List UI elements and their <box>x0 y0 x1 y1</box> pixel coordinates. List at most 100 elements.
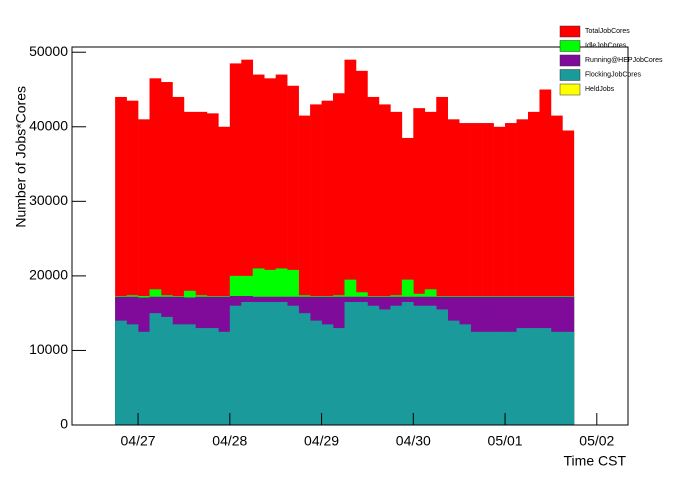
histogram-bar <box>505 123 517 426</box>
histogram-bar <box>138 331 150 425</box>
x-tick-label: 04/30 <box>396 433 431 449</box>
histogram-bar <box>447 320 460 425</box>
legend-swatch <box>559 54 581 67</box>
histogram-bar <box>459 324 471 425</box>
histogram-bar <box>505 331 517 425</box>
y-tick-label: 10000 <box>29 341 68 357</box>
histogram-bar <box>413 305 426 425</box>
histogram-bar <box>241 59 254 425</box>
histogram-bar <box>539 89 552 425</box>
histogram-bar <box>310 320 322 425</box>
histogram-bar <box>287 305 299 425</box>
x-axis-title: Time CST <box>564 453 627 469</box>
histogram-bar <box>252 74 265 425</box>
histogram-bar <box>298 313 311 425</box>
histogram-bar <box>252 301 265 425</box>
legend-swatch <box>559 40 581 52</box>
histogram-bar <box>172 96 185 425</box>
histogram-bar <box>138 119 150 426</box>
x-tick-label: 04/29 <box>304 433 339 449</box>
legend-swatch <box>559 69 581 81</box>
legend-label: Running@HEPJobCores <box>585 57 663 64</box>
histogram-bar <box>539 328 552 425</box>
histogram-bar <box>447 119 460 426</box>
histogram-bar <box>482 123 494 426</box>
histogram-bar <box>321 324 334 425</box>
histogram-bar <box>470 123 483 426</box>
histogram-bar <box>195 328 208 425</box>
histogram-bar <box>436 309 449 425</box>
x-tick-label: 05/01 <box>488 433 523 449</box>
histogram-bar <box>333 328 345 425</box>
y-tick-label: 40000 <box>29 117 68 133</box>
histogram-bar <box>160 82 173 426</box>
histogram-bar <box>355 301 368 425</box>
histogram-bar <box>206 113 219 425</box>
histogram-bar <box>126 324 139 425</box>
histogram-bar <box>527 111 540 426</box>
histogram-bar <box>264 301 276 425</box>
histogram-bar <box>229 305 242 425</box>
histogram-bar <box>424 305 437 425</box>
histogram-bar <box>459 123 471 426</box>
histogram-bar <box>160 316 173 425</box>
histogram-bar <box>367 305 380 425</box>
histogram-bar <box>516 119 529 426</box>
y-tick-label: 50000 <box>29 43 68 59</box>
histogram-bar <box>482 331 494 425</box>
histogram-bar <box>310 104 322 425</box>
histogram-bar <box>115 320 127 425</box>
histogram-bar <box>149 313 162 425</box>
x-tick-label: 05/02 <box>579 433 614 449</box>
histogram-bar <box>172 324 185 425</box>
histogram-bar <box>321 100 334 425</box>
histogram-bar <box>562 331 575 425</box>
histogram-bar <box>550 115 563 426</box>
y-tick-label: 20000 <box>29 267 68 283</box>
plot-frame <box>71 46 629 426</box>
histogram-bar <box>355 70 368 426</box>
histogram-bar <box>390 111 403 426</box>
histogram-bar <box>183 111 196 426</box>
histogram-bar <box>470 331 483 425</box>
histogram-bar <box>378 309 391 425</box>
y-tick-label: 0 <box>60 416 68 432</box>
histogram-bar <box>241 301 254 425</box>
histogram-bar <box>333 93 345 425</box>
histogram-bar <box>527 328 540 425</box>
histogram-bar <box>390 305 403 425</box>
legend-swatch <box>559 25 581 38</box>
histogram-bar <box>424 111 437 426</box>
y-axis-title: Number of Jobs*Cores <box>13 86 29 228</box>
histogram-bar <box>218 331 231 425</box>
legend-label: TotalJobCores <box>585 28 630 35</box>
histogram-bar <box>195 111 208 426</box>
histogram-bar <box>149 78 162 426</box>
histogram-bar <box>218 126 231 425</box>
histogram-bar <box>287 85 299 426</box>
histogram-bar <box>275 301 288 425</box>
histogram-bar <box>206 328 219 425</box>
y-tick-label: 30000 <box>29 192 68 208</box>
legend-label: IdleJobCores <box>585 42 627 49</box>
histogram-bar <box>367 96 380 425</box>
histogram-bar <box>126 100 139 425</box>
histogram-bar <box>436 96 449 425</box>
histogram-bar <box>493 331 506 425</box>
histogram-bar <box>516 328 529 425</box>
histogram-bar <box>344 301 357 425</box>
histogram-bar <box>264 78 276 426</box>
histogram-bar <box>550 331 563 425</box>
histogram-bar <box>562 130 575 425</box>
legend-label: HeldJobs <box>585 86 615 93</box>
histogram-bar <box>275 74 288 425</box>
histogram-bar <box>401 301 414 425</box>
histogram-bar <box>298 115 311 426</box>
x-tick-label: 04/27 <box>121 433 156 449</box>
histogram-bar <box>493 126 506 425</box>
legend-swatch <box>559 83 581 96</box>
histogram-bar <box>344 59 357 425</box>
x-tick-label: 04/28 <box>212 433 247 449</box>
histogram-bar <box>229 63 242 425</box>
